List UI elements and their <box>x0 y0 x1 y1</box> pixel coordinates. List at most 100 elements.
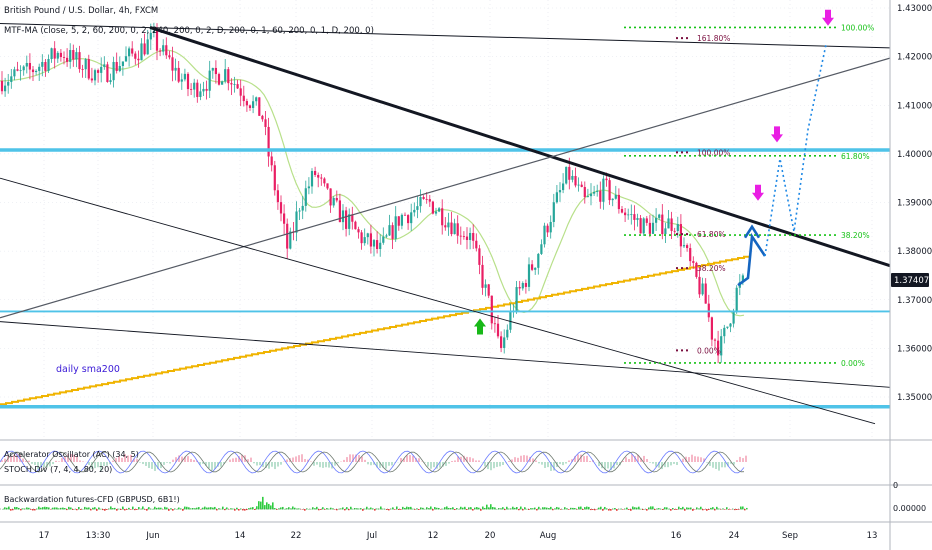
candle-body <box>717 340 720 356</box>
time-tick-label: 22 <box>291 531 302 541</box>
futures-bar <box>448 507 450 510</box>
futures-bar <box>68 506 70 510</box>
trendline[interactable] <box>0 321 891 388</box>
futures-bar <box>492 506 494 510</box>
down-arrow-icon[interactable] <box>822 9 834 26</box>
time-tick-label: 24 <box>729 531 740 541</box>
candle-body <box>146 39 149 55</box>
futures-bar <box>502 507 504 510</box>
candle-body <box>335 197 338 201</box>
candle-body <box>515 287 518 311</box>
candle-body <box>124 56 128 62</box>
futures-bar <box>256 506 258 510</box>
futures-bar <box>546 507 548 510</box>
time-tick-label: Sep <box>782 531 798 541</box>
fibonacci-levels[interactable]: 161.80% 100.00% 61.80% 38.20% 0.00% 100.00% 61… <box>624 23 874 368</box>
candle-body <box>227 69 230 84</box>
candle-body <box>289 231 292 249</box>
trendline[interactable] <box>149 26 891 268</box>
candle-body <box>596 190 599 192</box>
down-arrow-icon[interactable] <box>771 126 783 143</box>
futures-bar <box>124 509 126 511</box>
candle-body <box>252 101 255 108</box>
price-tick-label: 1.41000 <box>897 101 932 111</box>
futures-bar <box>116 509 118 511</box>
futures-bar <box>622 509 624 510</box>
candle-body <box>481 264 484 288</box>
candle-body <box>627 214 630 216</box>
projection-dotted-path[interactable] <box>764 44 827 257</box>
candle-body <box>425 198 428 200</box>
futures-bar <box>424 508 426 510</box>
futures-bar <box>118 508 120 510</box>
candle-body <box>279 202 283 214</box>
futures-bar <box>282 506 284 510</box>
current-price-label: 1.37407 <box>894 276 929 286</box>
trendline[interactable] <box>0 177 876 425</box>
candle-body <box>159 50 162 52</box>
down-arrow-icon[interactable] <box>752 184 764 201</box>
futures-bar <box>656 508 658 510</box>
futures-bar <box>336 509 338 511</box>
futures-pane[interactable] <box>0 496 748 511</box>
candle-body <box>642 218 645 234</box>
projection-path[interactable] <box>737 232 767 287</box>
candle-body <box>211 67 214 71</box>
candle-body <box>87 59 90 79</box>
candle-body <box>214 67 217 75</box>
futures-bar <box>678 506 680 510</box>
candle-body <box>723 327 726 337</box>
futures-bar <box>402 506 404 510</box>
futures-bar <box>554 508 556 510</box>
candle-body <box>13 69 16 77</box>
time-tick-label: Aug <box>540 531 557 541</box>
futures-bar <box>346 507 348 510</box>
candle-body <box>741 275 744 283</box>
candle-body <box>233 84 236 85</box>
futures-bar <box>212 507 214 510</box>
horizontal-levels[interactable] <box>0 148 890 409</box>
candle-body <box>496 323 500 337</box>
futures-bar <box>188 507 190 510</box>
futures-bar <box>376 508 378 510</box>
futures-bar <box>486 504 488 510</box>
candle-body <box>199 91 202 97</box>
up-arrow-icon[interactable] <box>474 318 486 335</box>
futures-bar <box>262 496 264 510</box>
futures-bar <box>610 509 612 511</box>
projection-arrowhead[interactable] <box>743 224 761 239</box>
candle-body <box>304 188 307 206</box>
candle-body <box>62 57 66 58</box>
futures-bar <box>642 509 644 511</box>
candle-body <box>682 245 686 247</box>
candle-body <box>456 223 459 236</box>
candle-body <box>602 178 605 202</box>
futures-bar <box>560 509 562 510</box>
trendlines[interactable] <box>0 23 891 425</box>
futures-bar <box>464 506 466 510</box>
projection-drawings[interactable] <box>474 9 834 335</box>
candle-body <box>472 232 475 241</box>
price-axis[interactable]: 1.43000 1.42000 1.41000 1.40000 1.39000 1.380… <box>897 4 932 403</box>
futures-bar <box>32 509 34 511</box>
trendline[interactable] <box>0 57 891 319</box>
candle-body <box>0 80 4 92</box>
futures-bar <box>260 501 262 510</box>
futures-bar <box>636 507 638 510</box>
futures-bar <box>500 508 502 510</box>
futures-bar <box>446 506 448 510</box>
trendline[interactable] <box>0 23 891 49</box>
futures-bar <box>70 507 72 510</box>
futures-bar <box>404 507 406 510</box>
futures-bar <box>444 507 446 510</box>
futures-bar <box>338 508 340 510</box>
oscillator-pane[interactable] <box>0 450 747 474</box>
futures-bar <box>598 507 600 510</box>
time-axis[interactable]: 17 13:30 Jun 14 22 Jul 12 20 Aug 16 24 Sep 13 <box>39 531 878 541</box>
futures-bar <box>148 507 150 510</box>
candle-body <box>273 165 276 191</box>
futures-bar <box>12 509 14 511</box>
futures-bar <box>158 507 160 510</box>
candle-body <box>59 52 62 58</box>
